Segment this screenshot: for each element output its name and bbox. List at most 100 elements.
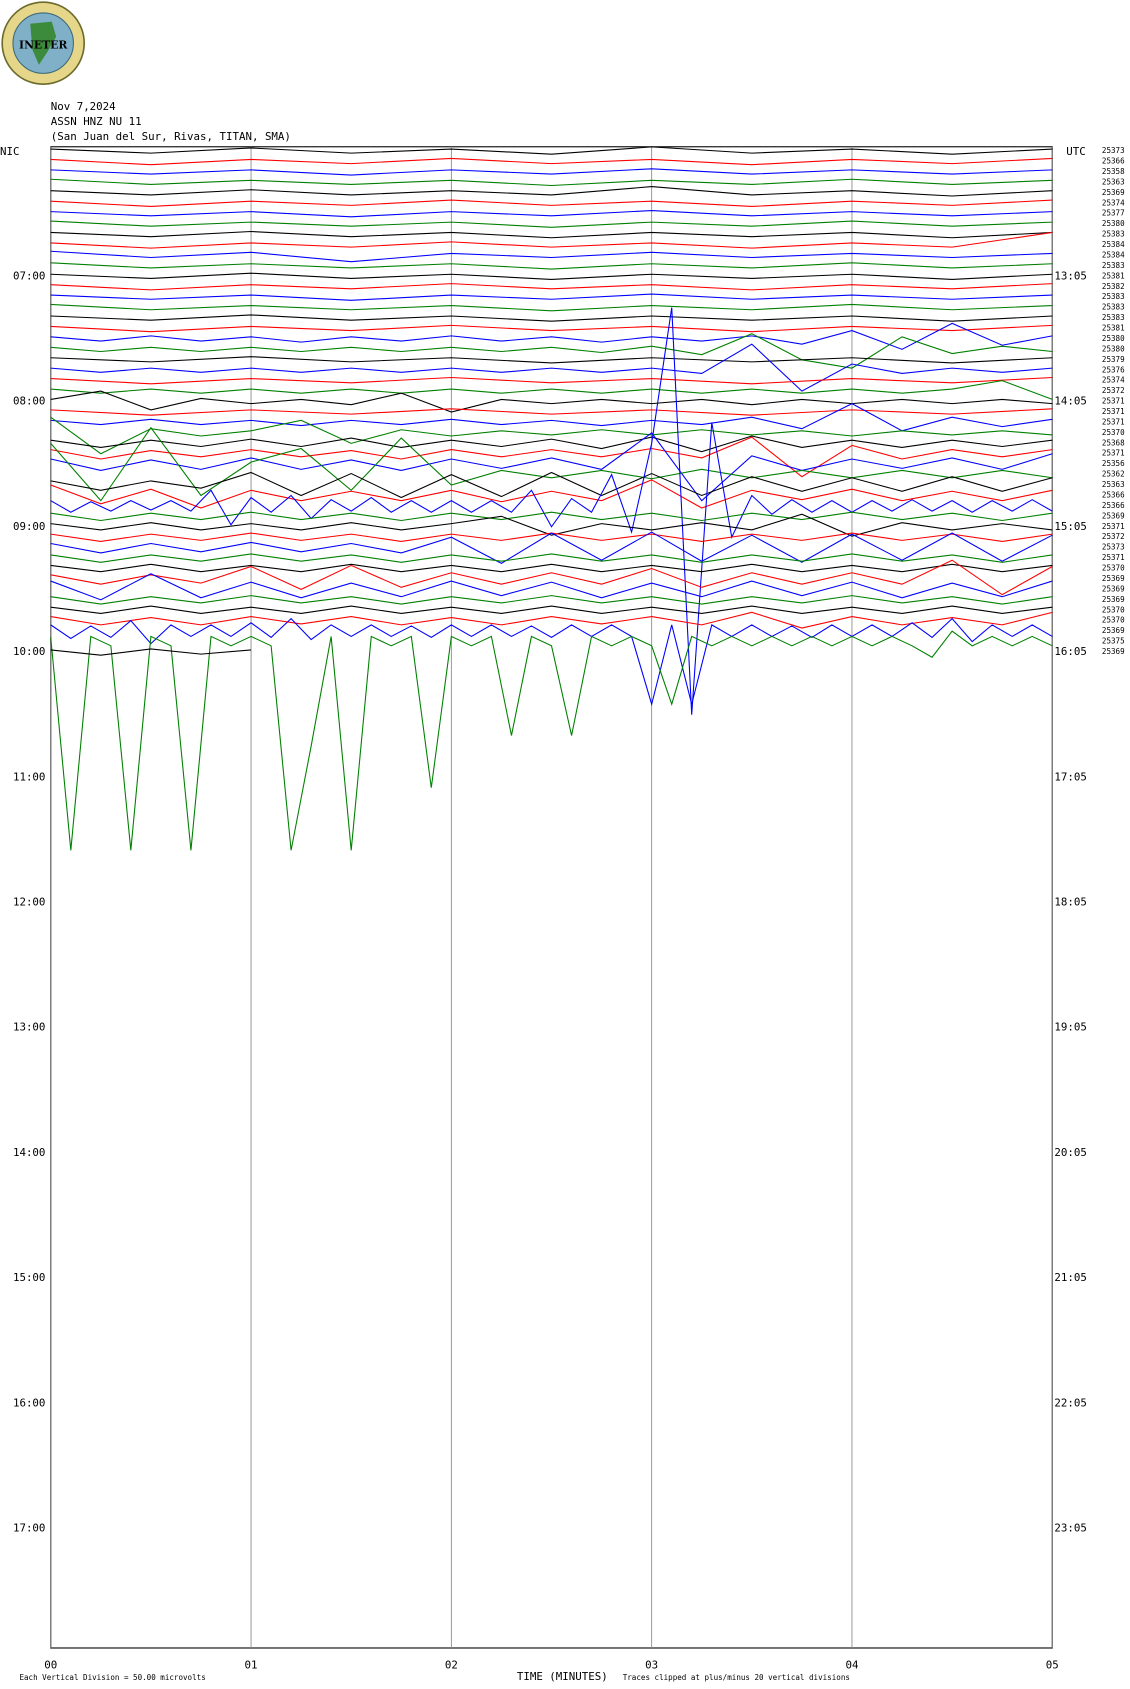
trace (50, 605, 1053, 614)
trace (50, 157, 1053, 166)
trace (50, 293, 1053, 301)
trace-label: 25383 (1102, 261, 1125, 270)
trace-label: 25369 (1102, 595, 1125, 604)
trace-label: 25372 (1102, 386, 1125, 395)
date: Nov 7,2024 (51, 100, 116, 113)
x-axis-label: TIME (MINUTES) (517, 1670, 608, 1683)
trace-label: 25372 (1102, 532, 1125, 541)
trace-label: 25380 (1102, 344, 1125, 353)
right-hour-label: 18:05 (1054, 895, 1086, 908)
trace-label: 25382 (1102, 282, 1125, 291)
trace (50, 178, 1053, 187)
trace (50, 283, 1053, 291)
trace (50, 390, 1053, 413)
channel: ASSN HNZ NU 11 (51, 115, 142, 128)
left-hour-label: 15:00 (13, 1271, 45, 1284)
trace-label: 25366 (1102, 490, 1125, 499)
trace-label: 25383 (1102, 292, 1125, 301)
trace (50, 435, 1053, 453)
trace (50, 322, 1053, 350)
trace (50, 531, 1053, 564)
trace (50, 432, 1053, 502)
clip-note: Traces clipped at plus/minus 20 vertical… (623, 1673, 850, 1682)
trace-label: 25383 (1102, 313, 1125, 322)
trace (50, 380, 1053, 400)
trace-label: 25363 (1102, 480, 1125, 489)
trace (50, 416, 1053, 455)
trace (50, 230, 1053, 239)
trace-label: 25377 (1102, 209, 1125, 218)
trace-label: 25370 (1102, 605, 1125, 614)
trace (50, 648, 252, 656)
trace (50, 146, 1053, 155)
trace-label: 25375 (1102, 637, 1125, 646)
trace (50, 199, 1053, 207)
trace-label: 25369 (1102, 511, 1125, 520)
trace (50, 511, 1053, 522)
trace-label: 25369 (1102, 584, 1125, 593)
trace-label: 25371 (1102, 397, 1125, 406)
trace (50, 563, 1053, 573)
trace (50, 303, 1053, 312)
left-hour-label: 08:00 (13, 395, 45, 408)
trace (50, 168, 1053, 176)
x-tick-label: 04 (845, 1658, 858, 1671)
trace (50, 186, 1053, 197)
right-hour-label: 17:05 (1054, 770, 1086, 783)
trace (50, 426, 1053, 502)
trace-label: 25370 (1102, 564, 1125, 573)
x-tick-label: 02 (445, 1658, 458, 1671)
trace-label: 25370 (1102, 616, 1125, 625)
trace (50, 333, 1053, 369)
trace-label: 25369 (1102, 626, 1125, 635)
trace-label: 25369 (1102, 188, 1125, 197)
right-hour-label: 20:05 (1054, 1146, 1086, 1159)
trace-label: 25356 (1102, 459, 1125, 468)
trace (50, 220, 1053, 228)
trace (50, 250, 1053, 263)
x-tick-label: 00 (44, 1658, 57, 1671)
trace (50, 376, 1053, 385)
trace-label: 25369 (1102, 574, 1125, 583)
left-hour-label: 16:00 (13, 1396, 45, 1409)
trace-label: 25368 (1102, 438, 1125, 447)
right-hour-label: 22:05 (1054, 1396, 1086, 1409)
left-hour-label: 14:00 (13, 1146, 45, 1159)
x-tick-label: 03 (645, 1658, 658, 1671)
right-hour-label: 15:05 (1054, 520, 1086, 533)
trace (50, 408, 1053, 416)
x-tick-label: 05 (1046, 1658, 1059, 1671)
trace-label: 25380 (1102, 219, 1125, 228)
trace-label: 25373 (1102, 543, 1125, 552)
trace-label: 25383 (1102, 230, 1125, 239)
trace-label: 25379 (1102, 355, 1125, 364)
trace (50, 436, 1053, 478)
trace-label: 25366 (1102, 501, 1125, 510)
trace-label: 25371 (1102, 417, 1125, 426)
logo: INETER (1, 1, 86, 85)
trace-label: 25370 (1102, 428, 1125, 437)
trace-label: 25371 (1102, 522, 1125, 531)
trace-label: 25383 (1102, 303, 1125, 312)
trace (50, 471, 1053, 499)
trace-label: 25373 (1102, 146, 1125, 155)
trace (50, 324, 1053, 333)
trace (50, 532, 1053, 542)
trace (50, 343, 1053, 392)
left-hour-label: 09:00 (13, 520, 45, 533)
left-hour-label: 07:00 (13, 269, 45, 282)
trace (50, 553, 1053, 563)
trace (50, 479, 1053, 509)
left-hour-label: 12:00 (13, 895, 45, 908)
trace-label: 25384 (1102, 250, 1125, 259)
trace-label: 25376 (1102, 365, 1125, 374)
left-hour-label: 11:00 (13, 770, 45, 783)
right-hour-label: 14:05 (1054, 395, 1086, 408)
right-hour-label: 19:05 (1054, 1021, 1086, 1034)
trace (50, 314, 1053, 322)
trace (50, 262, 1053, 270)
trace-label: 25358 (1102, 167, 1125, 176)
trace-label: 25380 (1102, 334, 1125, 343)
trace-label: 25381 (1102, 271, 1125, 280)
